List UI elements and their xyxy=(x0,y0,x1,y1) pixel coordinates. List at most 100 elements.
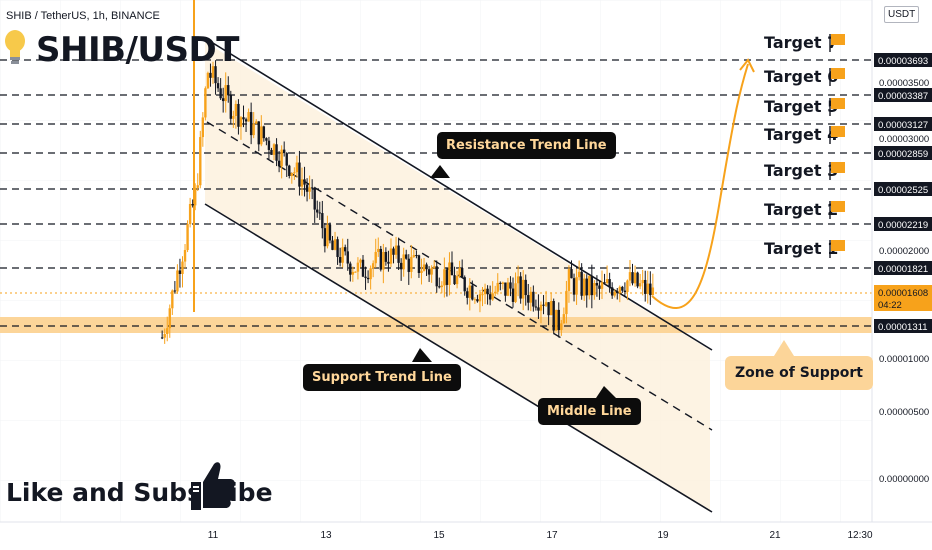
candle-body xyxy=(244,119,248,122)
candles xyxy=(160,60,655,344)
candle-body xyxy=(529,291,533,303)
time-tick-label: 21 xyxy=(769,530,781,541)
candle-body xyxy=(316,209,319,213)
price-level-box xyxy=(874,53,932,67)
target-labels: Target 7 Target 6 Target 5 Target 4 Target 3… xyxy=(764,33,845,258)
candle-body xyxy=(631,272,634,284)
candle-body xyxy=(593,283,596,296)
target-label: Target 1 xyxy=(764,239,838,258)
candle-body xyxy=(201,117,205,138)
candle-body xyxy=(641,279,644,284)
candle-body xyxy=(577,271,581,278)
price-level-box xyxy=(874,146,932,160)
candle-body xyxy=(628,272,632,281)
candle-body xyxy=(394,245,398,255)
price-tick-label: 0.00003500 xyxy=(879,78,929,89)
candle-body xyxy=(267,140,271,150)
candle-body xyxy=(305,184,309,192)
page-title: SHIB/USDT xyxy=(36,30,239,70)
candle-body xyxy=(603,282,606,284)
support-trend-line xyxy=(204,203,713,513)
candle-body xyxy=(600,282,604,289)
candle-body xyxy=(412,255,416,257)
candle-body xyxy=(532,291,535,307)
candle-body xyxy=(590,275,594,296)
price-tick-label: 0.00003000 xyxy=(879,134,929,145)
candle-body xyxy=(183,250,187,262)
projection-arrow-head xyxy=(739,58,755,73)
candle-body xyxy=(588,275,591,296)
candle-body xyxy=(252,123,255,136)
candle-body xyxy=(557,309,560,331)
candle-body xyxy=(458,268,461,277)
candle-body xyxy=(501,282,505,284)
candle-body xyxy=(188,203,192,225)
flag-icon xyxy=(831,126,845,137)
candle-body xyxy=(344,247,347,252)
price-level-label: 0.00002525 xyxy=(878,185,928,196)
candle-body xyxy=(555,309,558,331)
candle-body xyxy=(221,98,225,102)
candle-body xyxy=(450,262,454,276)
candle-body xyxy=(214,66,217,84)
candle-body xyxy=(463,277,466,292)
middle-callout: Middle Line xyxy=(538,398,641,425)
candle-body xyxy=(478,294,482,302)
candle-body xyxy=(626,280,629,292)
candle-body xyxy=(585,278,588,296)
candle-body xyxy=(186,224,189,251)
flag-icon xyxy=(831,68,845,79)
candle-body xyxy=(377,248,380,252)
candle-body xyxy=(521,279,525,299)
price-tick-label: 0.00002000 xyxy=(879,246,929,257)
candle-body xyxy=(466,291,469,298)
candle-body xyxy=(572,278,576,295)
candle-body xyxy=(455,276,459,285)
candle-body xyxy=(191,203,194,206)
candle-body xyxy=(422,264,426,271)
candle-body xyxy=(234,103,238,116)
candle-body xyxy=(605,279,609,284)
price-tick-label: 0.00000000 xyxy=(879,474,929,485)
candle-body xyxy=(255,121,258,124)
price-level-box xyxy=(874,117,932,131)
candle-body xyxy=(407,258,410,272)
candle-body xyxy=(453,275,456,285)
target-label: Target 2 xyxy=(764,200,838,219)
candle-body xyxy=(575,277,578,295)
candle-body xyxy=(257,121,260,145)
candle-body xyxy=(544,302,548,306)
unit-badge[interactable]: USDT xyxy=(884,6,920,23)
candle-body xyxy=(633,272,637,284)
candle-body xyxy=(570,269,573,279)
candle-body xyxy=(646,283,649,294)
candle-body xyxy=(265,138,268,141)
candle-body xyxy=(504,282,507,296)
candle-body xyxy=(247,112,250,122)
target-label: Target 4 xyxy=(764,125,838,144)
candle-body xyxy=(539,304,543,311)
candle-body xyxy=(547,302,550,316)
candle-body xyxy=(366,277,370,280)
candle-body xyxy=(178,270,182,274)
candle-body xyxy=(549,301,553,316)
candle-body xyxy=(389,248,393,264)
price-level-label: 0.00003693 xyxy=(878,56,928,67)
flag-icon xyxy=(831,201,845,212)
candle-body xyxy=(445,269,449,285)
price-level-label: 0.00001821 xyxy=(878,264,928,275)
time-tick-label: 12:30 xyxy=(847,530,872,541)
candle-body xyxy=(196,185,199,188)
candle-body xyxy=(425,264,428,270)
candle-body xyxy=(438,286,441,288)
candle-body xyxy=(443,269,446,286)
support-level-label: 0.00001311 xyxy=(878,322,928,333)
time-tick-label: 19 xyxy=(657,530,669,541)
candle-body xyxy=(567,269,571,291)
support-callout-pointer xyxy=(412,348,432,362)
candle-body xyxy=(290,172,294,176)
candle-body xyxy=(397,245,400,263)
candle-body xyxy=(229,95,232,119)
candle-body xyxy=(351,271,355,275)
